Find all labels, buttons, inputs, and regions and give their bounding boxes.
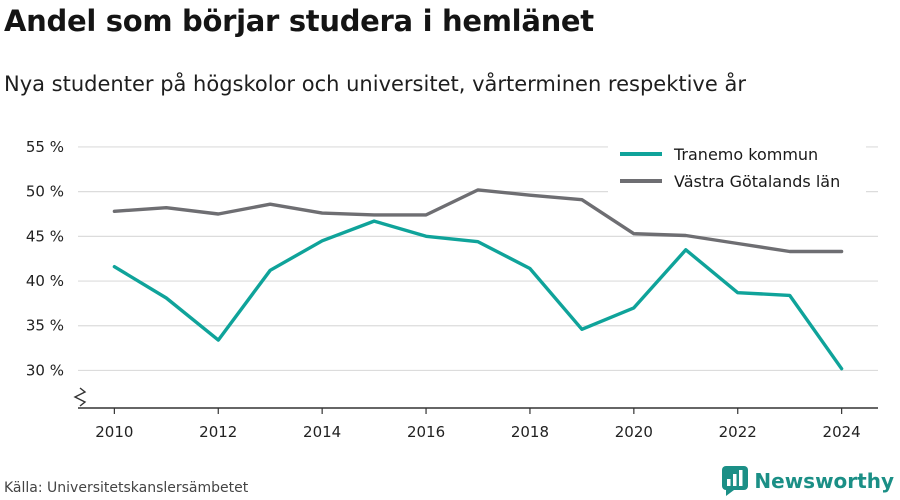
chart-title: Andel som börjar studera i hemlänet xyxy=(4,4,594,38)
legend: Tranemo kommun Västra Götalands län xyxy=(608,136,866,194)
legend-item-label: Tranemo kommun xyxy=(673,145,818,164)
legend-background xyxy=(608,136,866,194)
newsworthy-logo-icon xyxy=(722,466,749,496)
series-line xyxy=(112,219,844,371)
x-tick-label: 2016 xyxy=(407,423,445,441)
line-chart: 30 %35 %40 %45 %50 %55 % 2010 2012 2014 201… xyxy=(26,136,878,441)
y-tick-label: 50 % xyxy=(26,183,64,201)
x-tick-label: 2014 xyxy=(303,423,341,441)
y-tick-label: 30 % xyxy=(26,361,64,379)
brand: Newsworthy xyxy=(722,466,894,496)
source-note: Källa: Universitetskanslersämbetet xyxy=(4,480,249,496)
x-tick-labels: 2010 2012 2014 2016 2018 2020 2022 2024 xyxy=(95,408,861,441)
x-tick-label: 2020 xyxy=(615,423,653,441)
y-tick-label: 45 % xyxy=(26,227,64,245)
axis-break-icon xyxy=(73,387,87,407)
x-tick-label: 2018 xyxy=(511,423,549,441)
y-tick-label: 55 % xyxy=(26,138,64,156)
x-tick-label: 2024 xyxy=(823,423,861,441)
x-tick-label: 2010 xyxy=(95,423,133,441)
y-tick-label: 40 % xyxy=(26,272,64,290)
chart-subtitle: Nya studenter på högskolor och universit… xyxy=(4,72,746,96)
series-line xyxy=(112,188,844,254)
brand-name: Newsworthy xyxy=(754,469,894,493)
series-lines xyxy=(112,188,844,371)
x-tick-label: 2022 xyxy=(719,423,757,441)
y-tick-label: 35 % xyxy=(26,317,64,335)
y-axis: 30 % 35 % 40 % 45 % 50 % 55 % xyxy=(26,138,64,380)
x-tick-label: 2012 xyxy=(199,423,237,441)
legend-item-label: Västra Götalands län xyxy=(674,172,840,191)
x-axis xyxy=(73,387,878,409)
